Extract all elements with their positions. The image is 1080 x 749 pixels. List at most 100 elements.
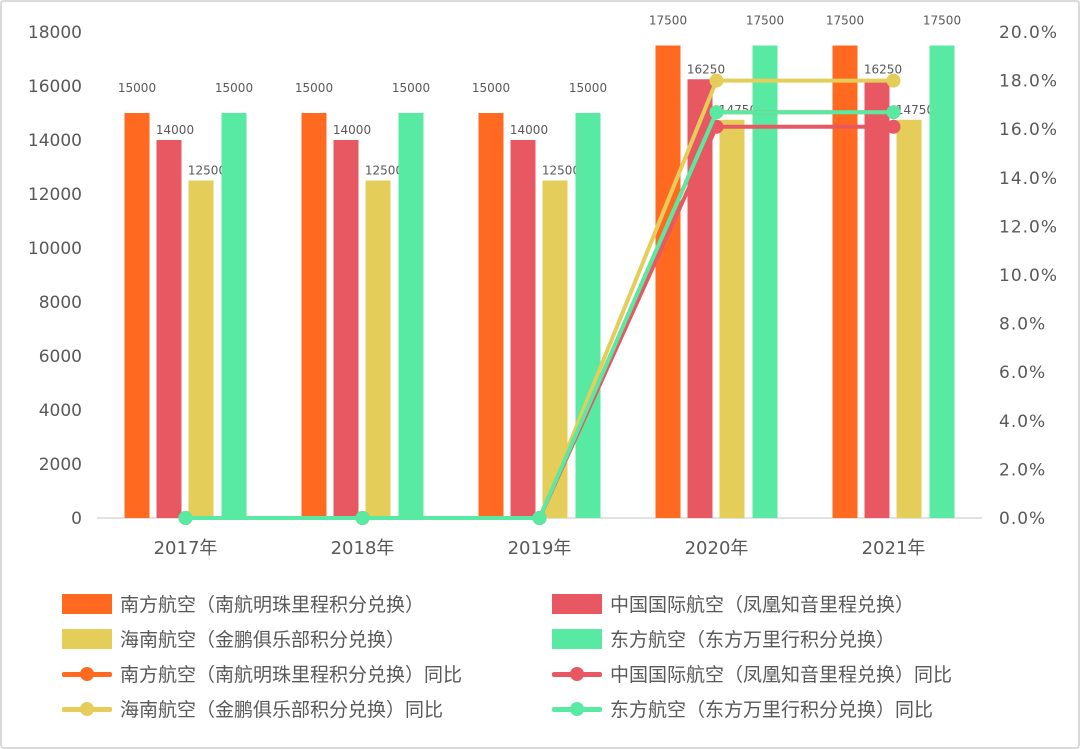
bar-data-label: 16250: [864, 62, 902, 76]
x-axis-category-label: 2019年: [508, 538, 572, 559]
line-series: [185, 110, 894, 520]
right-axis-tick-label: 10.0%: [999, 266, 1058, 286]
bar: [832, 45, 858, 518]
line-point: [532, 511, 547, 525]
bar-data-label: 15000: [472, 81, 510, 95]
bar-data-label: 17500: [923, 14, 961, 28]
left-axis-tick-label: 18000: [28, 23, 82, 43]
right-axis-tick-label: 14.0%: [999, 169, 1058, 189]
bar-data-label: 17500: [649, 14, 687, 28]
bar-data-label: 12500: [188, 164, 226, 178]
right-axis-tick-label: 20.0%: [999, 23, 1058, 43]
legend-label: 东方航空（东方万里行积分兑换）同比: [610, 699, 934, 721]
bar-data-label: 15000: [569, 81, 607, 95]
left-axis-tick-label: 10000: [28, 239, 82, 259]
right-axis-tick-label: 2.0%: [999, 460, 1046, 480]
bar: [896, 119, 922, 518]
legend-item: 东方航空（东方万里行积分兑换）: [552, 625, 895, 652]
bar-data-label: 15000: [392, 81, 430, 95]
right-axis-tick-label: 6.0%: [999, 363, 1046, 383]
legend-label: 中国国际航空（凤凰知音里程兑换）同比: [610, 664, 953, 686]
legend-swatch: [62, 593, 112, 614]
legend-swatch: [62, 628, 112, 649]
bar-data-label: 15000: [295, 81, 333, 95]
left-axis-tick-label: 4000: [39, 401, 82, 421]
bar-data-label: 14000: [510, 123, 548, 137]
bar: [575, 113, 601, 518]
right-axis-tick-label: 0.0%: [999, 509, 1046, 529]
legend-item: 南方航空（南航明珠里程积分兑换）同比: [62, 660, 462, 687]
right-axis-tick-label: 8.0%: [999, 315, 1046, 335]
x-axis-category-label: 2017年: [154, 538, 218, 559]
left-axis-tick-label: 6000: [39, 347, 82, 367]
legend-label: 南方航空（南航明珠里程积分兑换）同比: [120, 664, 463, 686]
legend-label: 东方航空（东方万里行积分兑换）: [610, 629, 896, 651]
bar: [365, 180, 391, 518]
bar: [188, 180, 214, 518]
right-axis-tick-label: 4.0%: [999, 412, 1046, 432]
bar-data-label: 12500: [365, 164, 403, 178]
left-axis-tick-label: 16000: [28, 77, 82, 97]
x-axis-category-label: 2020年: [685, 538, 749, 559]
bar-data-label: 14000: [333, 123, 371, 137]
bar: [478, 113, 504, 518]
right-axis-tick-label: 18.0%: [999, 72, 1058, 92]
right-axis-tick-label: 16.0%: [999, 120, 1058, 140]
bar-data-label: 15000: [215, 81, 253, 95]
line-point: [886, 105, 901, 120]
legend-swatch: [62, 699, 112, 719]
line-point: [709, 105, 724, 120]
x-axis-category-label: 2021年: [862, 538, 926, 559]
bar: [221, 113, 247, 518]
bar: [929, 45, 955, 518]
bar: [752, 45, 778, 518]
line-point: [709, 73, 724, 88]
bar: [156, 140, 182, 518]
line-series: [185, 110, 894, 520]
legend-label: 中国国际航空（凤凰知音里程兑换）: [610, 594, 915, 616]
legend-swatch: [62, 664, 112, 684]
bar-data-label: 14000: [156, 123, 194, 137]
bar: [333, 140, 359, 518]
legend-label: 海南航空（金鹏俱乐部积分兑换）: [120, 629, 406, 651]
legend-swatch: [552, 593, 602, 614]
bar-data-label: 16250: [687, 62, 725, 76]
legend-swatch: [552, 664, 602, 684]
x-axis-category-label: 2018年: [331, 538, 395, 559]
left-axis-tick-label: 2000: [39, 455, 82, 475]
legend-item: 海南航空（金鹏俱乐部积分兑换）: [62, 625, 405, 652]
legend-label: 南方航空（南航明珠里程积分兑换）: [120, 594, 425, 616]
line-series: [185, 124, 894, 520]
bar-data-label: 14750: [719, 103, 757, 117]
legend-item: 中国国际航空（凤凰知音里程兑换）同比: [552, 660, 952, 687]
bar: [719, 119, 745, 518]
bar: [124, 113, 150, 518]
legend-label: 海南航空（金鹏俱乐部积分兑换）同比: [120, 699, 444, 721]
left-axis-tick-label: 12000: [28, 185, 82, 205]
line-point: [355, 511, 370, 525]
bar: [510, 140, 536, 518]
legend-item: 东方航空（东方万里行积分兑换）同比: [552, 695, 933, 722]
right-axis-tick-label: 12.0%: [999, 217, 1058, 237]
bar-data-label: 15000: [118, 81, 156, 95]
left-axis-tick-label: 8000: [39, 293, 82, 313]
bar-data-label: 17500: [746, 14, 784, 28]
line-point: [886, 73, 901, 88]
left-axis-tick-label: 0: [71, 509, 82, 529]
bar: [398, 113, 424, 518]
legend-swatch: [552, 628, 602, 649]
legend-item: 海南航空（金鹏俱乐部积分兑换）同比: [62, 695, 443, 722]
legend-item: 中国国际航空（凤凰知音里程兑换）: [552, 590, 914, 617]
bar-data-label: 14750: [896, 103, 934, 117]
bar: [655, 45, 681, 518]
line-series: [185, 78, 894, 520]
bar-data-label: 17500: [826, 14, 864, 28]
legend-swatch: [552, 699, 602, 719]
bar: [864, 79, 890, 518]
bar: [301, 113, 327, 518]
combo-chart: 0 2000 4000 6000 8000 10000 12000 14000 16000 180…: [28, 14, 1058, 560]
left-axis-tick-label: 14000: [28, 131, 82, 151]
bar-data-label: 12500: [542, 164, 580, 178]
line-point: [178, 511, 193, 525]
